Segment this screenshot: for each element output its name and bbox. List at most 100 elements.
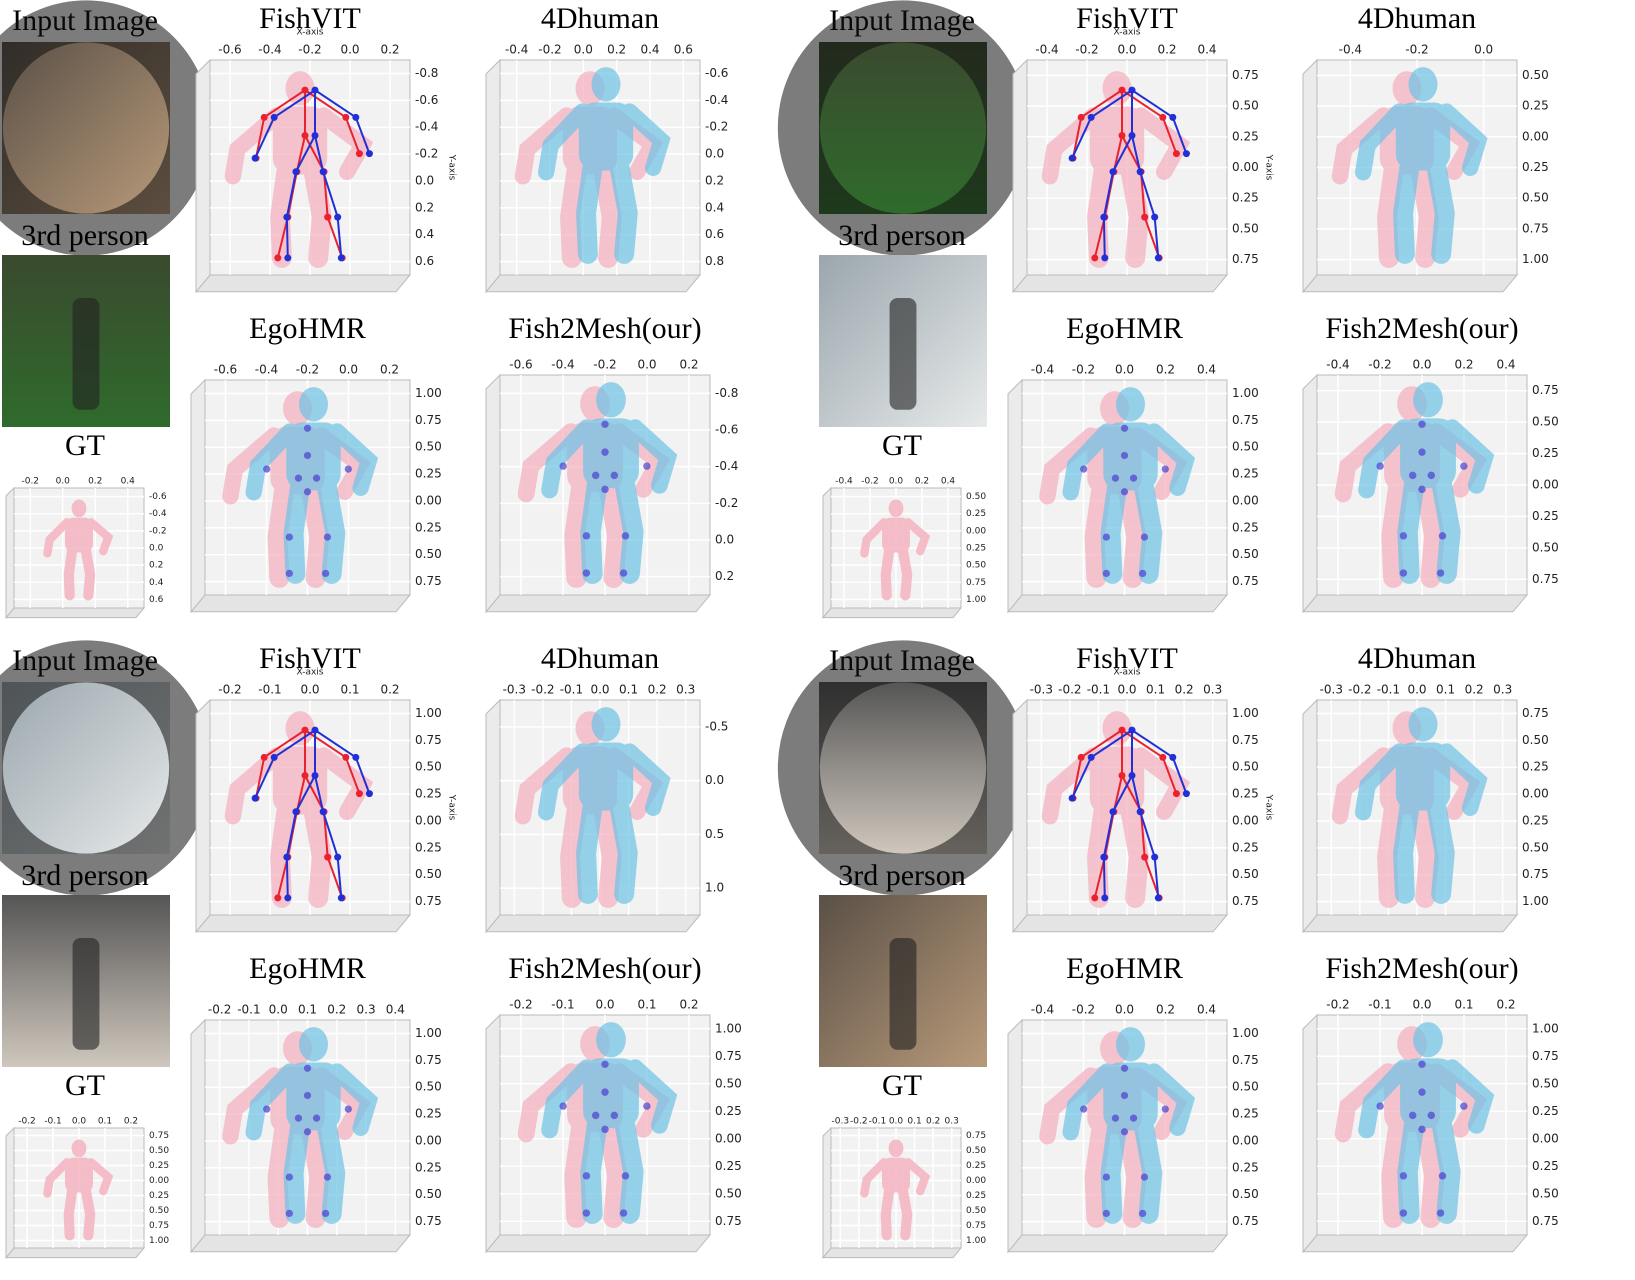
joint-marker (263, 465, 271, 473)
skeleton-bone (254, 116, 276, 159)
skeleton-joint (337, 254, 345, 262)
y-tick-label: 0.00 (1522, 129, 1549, 143)
x-tick-label: 0.2 (124, 1117, 138, 1127)
skeleton-bone (295, 135, 316, 173)
skeleton-bone (285, 811, 297, 858)
x-tick-label: 0.0 (1117, 683, 1136, 697)
skeleton-bone (1090, 89, 1133, 119)
skeleton-bone (273, 89, 316, 119)
mesh-legs (283, 477, 346, 584)
mesh-arms (245, 423, 379, 501)
mesh-legs (1377, 161, 1439, 268)
skeleton-bone (1131, 89, 1174, 119)
x-tick-label: -0.2 (18, 1117, 36, 1127)
third-person-label: 3rd person (838, 219, 965, 252)
mesh-arms (43, 518, 114, 558)
y-tick-label: 1.00 (1232, 706, 1259, 720)
gt-label: GT (65, 429, 105, 462)
skeleton-bone (285, 217, 289, 258)
x-tick-label: 0.0 (1117, 43, 1136, 57)
panel-title: 4Dhuman (1358, 2, 1476, 35)
x-tick-label: 0.4 (640, 43, 659, 57)
skeleton-bone (314, 729, 357, 759)
joint-marker (1102, 533, 1110, 541)
x-tick-label: 0.0 (1407, 683, 1426, 697)
skeleton-bone (295, 775, 316, 813)
x-tick-label: 0.2 (1156, 1003, 1175, 1017)
mesh-arms (224, 747, 374, 825)
plot-floor (194, 274, 412, 293)
y-tick-label: -0.6 (415, 93, 438, 107)
x-tick-label: 0.0 (1474, 43, 1493, 57)
x-tick-label: 0.2 (679, 998, 698, 1012)
mesh-legs (267, 1121, 330, 1228)
y-tick-label: 0.25 (1232, 1160, 1259, 1174)
joint-marker (1418, 1125, 1426, 1134)
mesh-arms (1354, 103, 1488, 181)
y-tick-label: 0.00 (149, 1176, 169, 1186)
joint-marker (601, 420, 609, 428)
y-tick-label: 1.00 (1232, 1026, 1259, 1040)
x-tick-label: -0.2 (1072, 1003, 1095, 1017)
x-tick-label: 0.0 (56, 477, 71, 487)
y-tick-label: 0.75 (415, 1053, 442, 1067)
x-tick-label: -0.4 (1326, 358, 1349, 372)
skeleton-bone (1139, 171, 1156, 218)
x-tick-label: -0.2 (1058, 683, 1081, 697)
y-tick-label: 0.25 (1232, 1107, 1259, 1121)
x-tick-label: -0.2 (538, 43, 561, 57)
y-tick-label: 0.50 (1522, 840, 1549, 854)
y-tick-label: 0.50 (1232, 440, 1259, 454)
x-tick-label: -0.2 (531, 683, 554, 697)
joint-marker (285, 569, 293, 578)
y-tick-label: 0.25 (1522, 760, 1549, 774)
y-tick-label: 0.00 (415, 493, 442, 507)
skeleton-joint (1182, 790, 1190, 798)
skeleton-bone (314, 775, 325, 812)
skeleton-joint (284, 254, 292, 262)
mesh-head (71, 1139, 87, 1158)
y-tick-label: 1.00 (1232, 386, 1259, 400)
y-tick-label: 0.75 (1232, 1053, 1259, 1067)
human-mesh (541, 382, 678, 584)
skeleton-bone (314, 135, 325, 172)
joint-marker (582, 532, 591, 540)
joint-marker (1460, 1102, 1468, 1110)
x-tick-label: -0.1 (869, 1117, 887, 1127)
plot-floor (194, 914, 412, 933)
human-mesh (1062, 387, 1196, 584)
y-tick-label: 1.00 (149, 1236, 169, 1246)
fisheye-vignette (0, 640, 212, 896)
x-tick-label: -0.4 (255, 363, 278, 377)
skeleton-joint (355, 790, 363, 798)
skeleton-joint (1118, 726, 1126, 734)
skeleton-bone (344, 116, 361, 154)
skeleton-joint (324, 213, 332, 221)
x-tick-label: -0.1 (551, 998, 574, 1012)
human-mesh (43, 1139, 114, 1241)
y-axis-label: Y-axis (1264, 154, 1274, 181)
joint-marker (1418, 420, 1426, 428)
plot-side (1302, 373, 1318, 614)
mesh-torso (882, 1157, 910, 1193)
skeleton-joint (311, 131, 319, 139)
x-tick-label: 0.1 (298, 1003, 317, 1017)
skeleton-joint (1091, 894, 1099, 902)
y-tick-label: 0.25 (1232, 840, 1259, 854)
skeleton-joint (284, 894, 292, 902)
x-axis-label: X-axis (297, 28, 324, 38)
x-tick-label: 0.1 (1454, 998, 1473, 1012)
y-tick-label: 0.50 (149, 1146, 169, 1156)
human-mesh (541, 1022, 678, 1224)
skeleton-joint (342, 113, 350, 121)
skeleton-joint (337, 894, 345, 902)
joint-marker (591, 471, 600, 480)
joint-marker (294, 1114, 303, 1122)
x-tick-label: -0.3 (503, 683, 526, 697)
mesh-arms (860, 1158, 931, 1198)
y-axis-label: Y-axis (447, 154, 457, 181)
x-tick-label: 0.2 (648, 683, 667, 697)
y-tick-label: 0.25 (1522, 160, 1549, 174)
mesh-head (285, 711, 315, 746)
x-tick-label: -0.2 (298, 43, 321, 57)
